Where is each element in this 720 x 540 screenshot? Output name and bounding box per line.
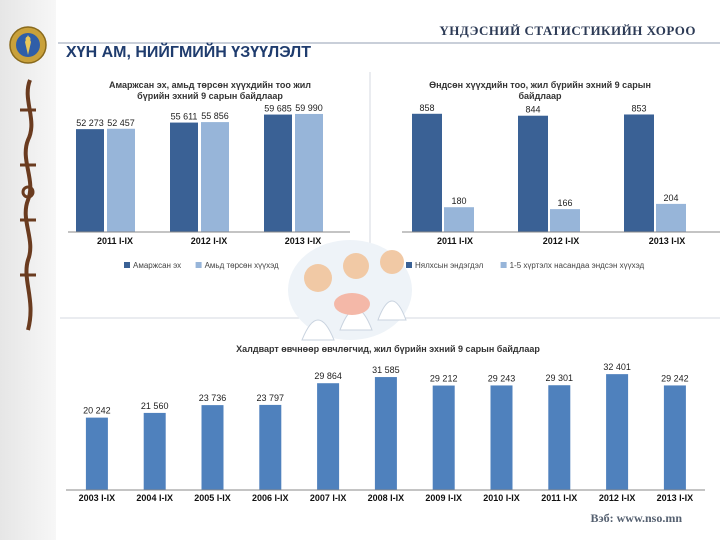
deaths-chart-value-label: 853: [631, 103, 646, 113]
births-chart-title: бүрийн эхний 9 сарын байдлаар: [137, 91, 283, 101]
infectious-chart-category-label: 2007 I-IX: [310, 493, 347, 503]
births-chart-value-label: 55 856: [201, 111, 229, 121]
deaths-chart-bar: [656, 203, 686, 232]
infectious-chart-bar: [663, 385, 686, 490]
infectious-chart-category-label: 2010 I-IX: [483, 493, 520, 503]
infectious-chart-category-label: 2013 I-IX: [657, 493, 694, 503]
deaths-chart-category-label: 2013 I-IX: [649, 236, 686, 246]
infectious-chart-value-label: 31 585: [372, 365, 400, 375]
infectious-chart-category-label: 2011 I-IX: [541, 493, 577, 503]
births-chart-bar: [170, 122, 198, 232]
infectious-chart-value-label: 20 242: [83, 406, 111, 416]
deaths-chart-bar: [550, 209, 580, 232]
infectious-chart-value-label: 29 242: [661, 373, 689, 383]
infectious-chart-bar: [490, 385, 513, 490]
doctors-photo-icon: [288, 240, 412, 341]
infectious-chart-bar: [432, 385, 455, 490]
infectious-chart-category-label: 2003 I-IX: [79, 493, 116, 503]
infectious-chart-value-label: 29 212: [430, 374, 458, 384]
deaths-chart-value-label: 204: [663, 193, 678, 203]
deaths-chart-bar: [518, 115, 548, 232]
infectious-chart-bar: [85, 417, 108, 490]
births-chart-legend-label: Амьд төрсөн хүүхэд: [205, 261, 279, 270]
births-chart-bar: [295, 113, 323, 232]
website-footer: Вэб: www.nso.mn: [590, 511, 682, 525]
births-chart-value-label: 55 611: [171, 112, 198, 122]
infectious-chart-category-label: 2004 I-IX: [136, 493, 173, 503]
births-chart-value-label: 52 273: [76, 118, 104, 128]
deaths-chart-bar: [412, 113, 442, 232]
mongolian-script-motto-icon: [20, 79, 36, 331]
sidebar: [0, 0, 56, 540]
deaths-chart-bar: [624, 114, 654, 232]
header-divider: [58, 42, 720, 44]
births-chart-value-label: 59 990: [295, 103, 323, 113]
infectious-chart-category-label: 2008 I-IX: [368, 493, 405, 503]
births-chart-bar: [107, 128, 135, 232]
infectious-chart-value-label: 23 736: [199, 393, 227, 403]
infectious-chart-bar: [201, 405, 224, 490]
deaths-chart-title: Өндсөн хүүхдийн тоо, жил бүрийн эхний 9 …: [429, 80, 651, 90]
infectious-chart-category-label: 2009 I-IX: [425, 493, 462, 503]
births-chart-category-label: 2011 I-IX: [97, 236, 133, 246]
births-chart-category-label: 2012 I-IX: [191, 236, 228, 246]
deaths-chart-category-label: 2011 I-IX: [437, 236, 473, 246]
infectious-chart-bar: [548, 385, 571, 490]
births-chart-legend-swatch: [124, 262, 130, 268]
births-chart-legend-swatch: [195, 262, 202, 268]
deaths-chart-legend-swatch: [500, 262, 507, 268]
deaths-chart-legend-label: Нялхсын эндэгдэл: [415, 261, 484, 270]
births-chart-value-label: 52 457: [107, 118, 135, 128]
deaths-chart-value-label: 858: [419, 103, 434, 113]
deaths-chart-title: байдлаар: [518, 91, 562, 101]
state-emblem-icon: [9, 26, 47, 64]
infectious-chart-bar: [606, 374, 629, 490]
births-chart-category-label: 2013 I-IX: [285, 236, 322, 246]
infectious-chart-bar: [143, 412, 166, 490]
deaths-chart-value-label: 180: [451, 196, 466, 206]
deaths-chart-legend-swatch: [406, 262, 412, 268]
births-chart-value-label: 59 685: [264, 104, 292, 114]
deaths-chart-category-label: 2012 I-IX: [543, 236, 580, 246]
deaths-chart-value-label: 166: [557, 198, 572, 208]
organization-name: ҮНДЭСНИЙ СТАТИСТИКИЙН ХОРОО: [439, 23, 696, 38]
births-chart-bar: [201, 122, 229, 232]
infectious-chart-value-label: 29 301: [546, 373, 574, 383]
infectious-chart-bar: [259, 404, 282, 490]
infectious-chart-value-label: 23 797: [257, 393, 285, 403]
births-chart-legend-label: Амаржсан эх: [133, 261, 181, 270]
infectious-chart-bar: [374, 377, 397, 490]
infectious-chart-value-label: 32 401: [603, 362, 631, 372]
infectious-chart-value-label: 29 864: [314, 371, 342, 381]
infectious-chart-bar: [317, 383, 340, 490]
births-chart-bar: [264, 114, 292, 232]
infectious-chart-category-label: 2005 I-IX: [194, 493, 231, 503]
births-chart-title: Амаржсан эх, амьд төрсөн хүүхдийн тоо жи…: [109, 80, 311, 90]
infectious-chart-category-label: 2006 I-IX: [252, 493, 289, 503]
deaths-chart-legend-label: 1-5 хүртэлх насандаа эндсэн хүүхэд: [510, 261, 645, 270]
infectious-chart-value-label: 21 560: [141, 401, 169, 411]
infectious-chart-value-label: 29 243: [488, 373, 516, 383]
births-chart-bar: [76, 129, 104, 232]
deaths-chart-value-label: 844: [525, 105, 540, 115]
infectious-chart-category-label: 2012 I-IX: [599, 493, 636, 503]
deaths-chart-bar: [444, 207, 474, 232]
infectious-chart-title: Халдварт өвчнөөр өвчлөгчид, жил бүрийн э…: [236, 344, 540, 354]
page-title: ХҮН АМ, НИЙГМИЙН ҮЗҮҮЛЭЛТ: [66, 44, 312, 61]
